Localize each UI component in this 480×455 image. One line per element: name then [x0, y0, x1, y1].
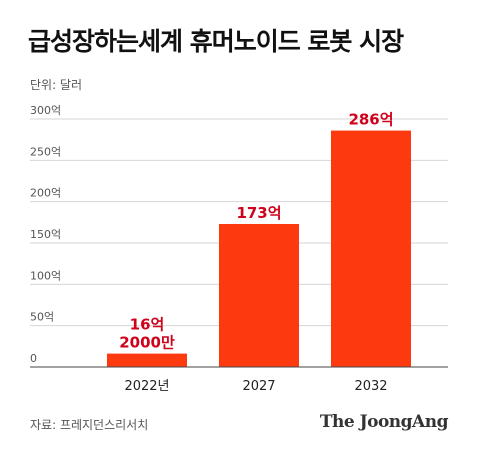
brand-logo: The JoongAng — [319, 412, 449, 432]
x-axis-categories: 2022년 2027 2032 — [124, 379, 387, 394]
bars — [107, 130, 411, 367]
data-label: 173억 — [236, 204, 281, 222]
bar — [219, 223, 299, 367]
chart-title: 급성장하는세계 휴머노이드 로봇 시장 — [28, 27, 404, 56]
y-axis-ticks: 0 50억 100억 150억 200억 250억 300억 — [30, 104, 61, 365]
source-note: 자료: 프레지던스리서치 — [30, 418, 149, 432]
bar — [107, 353, 187, 367]
x-category-label: 2022년 — [124, 379, 169, 394]
y-tick-label: 200억 — [30, 187, 61, 200]
data-label: 286억 — [348, 111, 393, 129]
bar — [331, 130, 411, 367]
y-tick-label: 300억 — [30, 104, 61, 117]
data-label: 16억 — [130, 316, 165, 334]
y-tick-label: 250억 — [30, 145, 61, 158]
x-category-label: 2032 — [354, 379, 387, 394]
unit-label: 단위: 달러 — [30, 78, 83, 92]
x-category-label: 2027 — [242, 379, 275, 394]
data-label: 2000만 — [119, 334, 175, 352]
y-tick-label: 50억 — [30, 311, 54, 324]
y-tick-label: 150억 — [30, 228, 61, 241]
y-tick-label: 0 — [30, 352, 37, 365]
y-tick-label: 100억 — [30, 269, 61, 282]
